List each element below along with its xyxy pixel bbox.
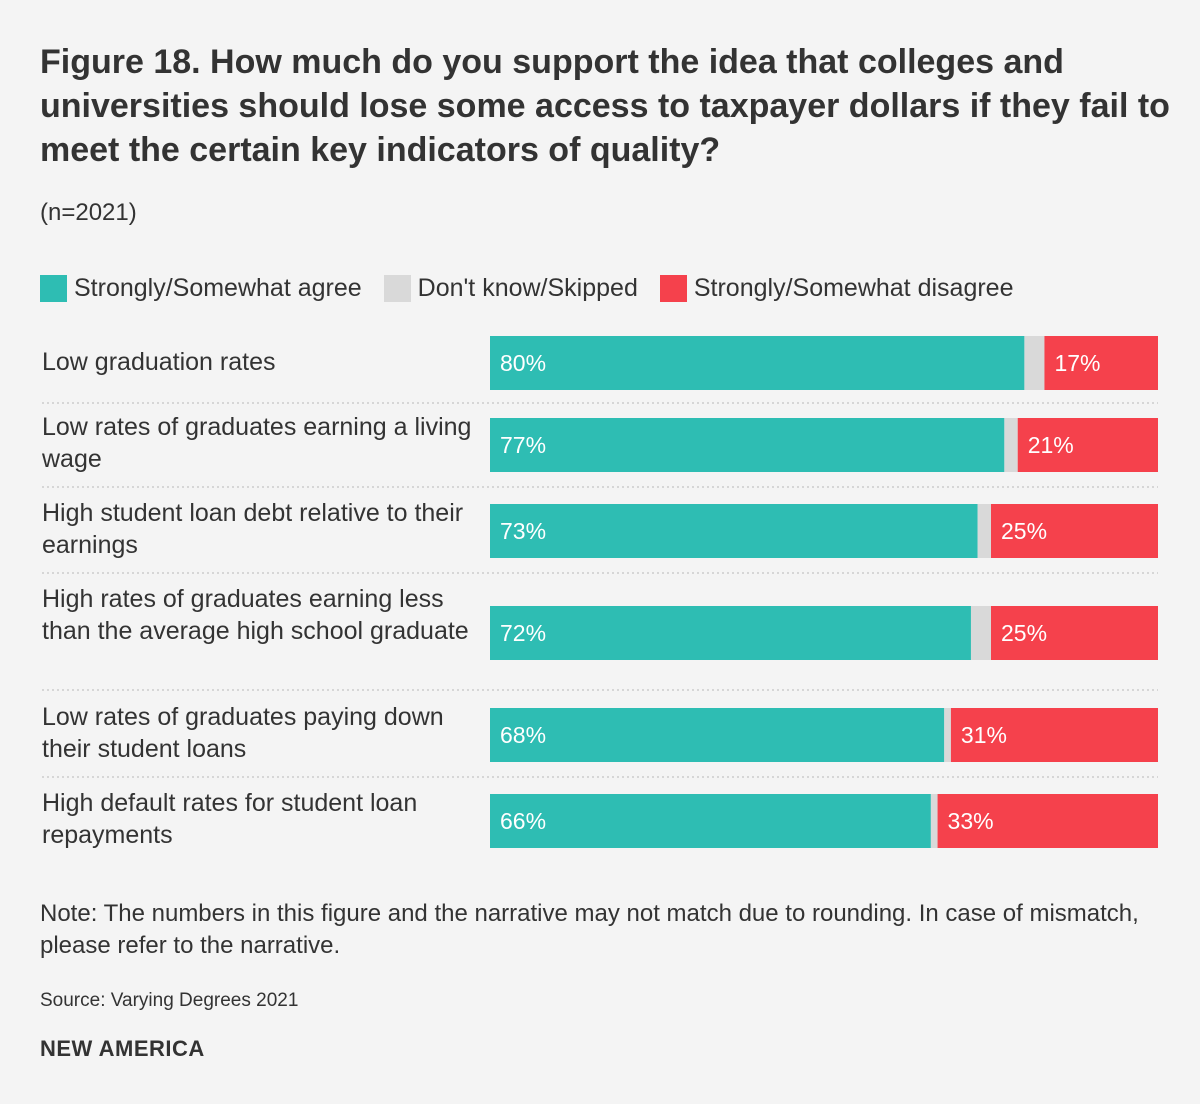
category-label: Low graduation rates [42,348,276,376]
bar-segment-dont-know [1024,336,1045,390]
bar-segment-agree [490,504,978,558]
data-label: 21% [1028,432,1074,458]
category-label: High default rates for student loan repa… [42,789,418,849]
category-label: Low rates of graduates paying down their… [42,703,444,763]
category-label: High student loan debt relative to their… [42,499,464,559]
bar-segment-disagree [1044,336,1158,390]
bar-segment-dont-know [944,708,951,762]
data-label: 33% [948,808,994,834]
data-label: 25% [1001,518,1047,544]
bar-segment-agree [490,606,971,660]
data-label: 66% [500,808,546,834]
data-label: 68% [500,722,546,748]
bar-segment-agree [490,794,931,848]
legend-label-dont-know: Don't know/Skipped [417,273,638,302]
legend-label-agree: Strongly/Somewhat agree [74,273,362,302]
legend-swatch-dont-know [383,274,411,302]
bar-segment-agree [490,336,1025,390]
bar-segment-disagree [950,708,1158,762]
legend: Strongly/Somewhat agree Don't know/Skipp… [40,270,1035,306]
legend-label-disagree: Strongly/Somewhat disagree [693,273,1014,302]
bar-segment-agree [490,708,945,762]
chart-note: Note: The numbers in this figure and the… [40,900,1139,959]
data-label: 77% [500,432,546,458]
bar-segment-dont-know [977,504,991,558]
bar-segment-disagree [991,606,1158,660]
legend-swatch-agree [40,274,67,302]
bar-segment-disagree [937,794,1158,848]
legend-swatch-disagree [659,274,687,302]
chart-source: Source: Varying Degrees 2021 [40,990,299,1011]
data-label: 31% [961,722,1007,748]
legend-item-disagree: Strongly/Somewhat disagree [659,273,1014,303]
category-label: High rates of graduates earning less tha… [42,585,469,645]
bar-segment-dont-know [1004,418,1018,472]
legend-item-dont-know: Don't know/Skipped [383,273,638,303]
bar-segment-dont-know [970,606,991,660]
bar-segment-disagree [1017,418,1158,472]
bar-segment-disagree [991,504,1158,558]
data-label: 80% [500,350,546,376]
bar-segment-agree [490,418,1005,472]
data-label: 17% [1054,350,1100,376]
brand-logo-text: NEW AMERICA [40,1036,205,1061]
category-label: Low rates of graduates earning a living … [42,413,472,473]
data-label: 25% [1001,620,1047,646]
bar-segment-dont-know [930,794,938,848]
legend-item-agree: Strongly/Somewhat agree [40,274,362,303]
chart-title: Figure 18. How much do you support the i… [40,43,1170,169]
data-label: 72% [500,620,546,646]
chart-subtitle: (n=2021) [40,199,137,226]
data-label: 73% [500,518,546,544]
